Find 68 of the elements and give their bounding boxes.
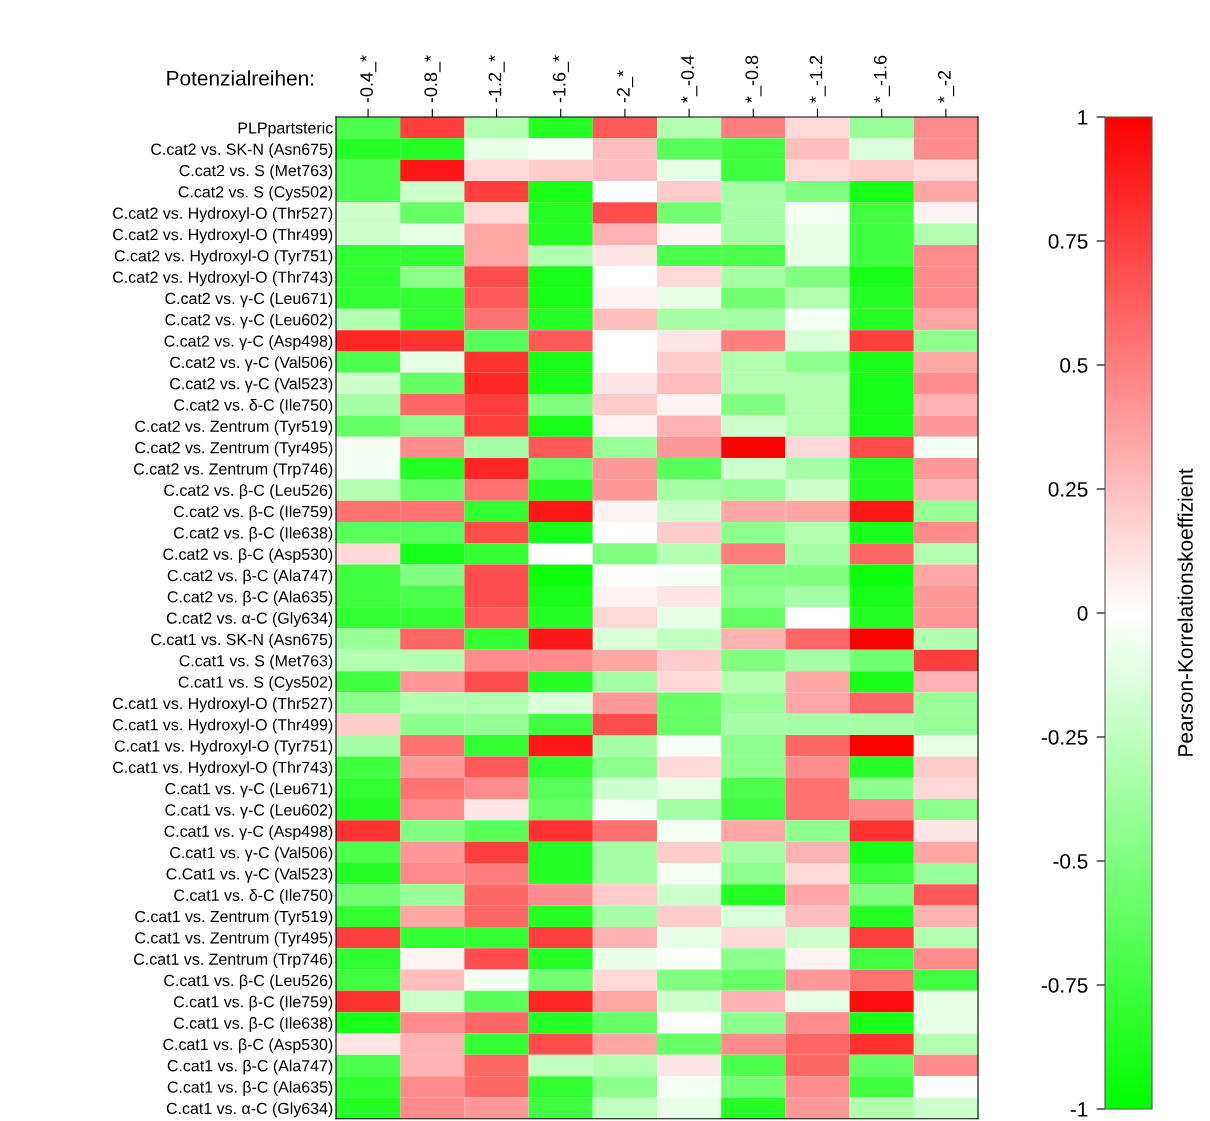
y-tick-label: C.cat2 vs. γ-C (Asp498) <box>164 335 333 350</box>
y-tick-label: C.cat2 vs. Hydroxyl-O (Thr499) <box>113 228 333 244</box>
y-tick-label: C.cat1 vs. δ-C (Ile750) <box>174 889 333 905</box>
y-tick-label: C.cat2 vs. γ-C (Leu671) <box>165 292 333 308</box>
y-tick-label: C.cat2 vs. Zentrum (Tyr495) <box>135 441 333 457</box>
color-bar-label: -0.25 <box>1041 730 1088 745</box>
color-bar-label: 0.25 <box>1048 482 1088 497</box>
x-tick-label: -0.4_* <box>360 55 377 103</box>
y-tick-label: C.cat1 vs. γ-C (Leu602) <box>165 803 333 819</box>
y-tick-label: C.cat2 vs. β-C (Ala747) <box>167 569 333 585</box>
y-tick-label: C.cat1 vs. β-C (Ala635) <box>167 1081 333 1096</box>
y-tick-label: C.cat2 vs. S (Met763) <box>179 164 333 180</box>
color-bar-label: 0.5 <box>1060 358 1088 373</box>
y-tick-label: PLPpartsteric <box>238 121 333 137</box>
y-tick-label: C.cat2 vs. β-C (Ile638) <box>173 526 333 542</box>
y-tick-label: C.cat1 vs. β-C (Ile759) <box>173 995 333 1011</box>
y-tick-label: C.cat1 vs. Zentrum (Trp746) <box>134 953 333 968</box>
y-tick-label: C.cat2 vs. γ-C (Val506) <box>170 356 333 372</box>
y-tick-label: C.cat2 vs. γ-C (Leu602) <box>165 313 333 329</box>
x-tick-label: *_-2 <box>937 70 955 103</box>
y-tick-label: C.cat1 vs. γ-C (Leu671) <box>165 782 333 798</box>
y-tick-label: C.cat2 vs. S (Cys502) <box>178 185 333 201</box>
y-tick-label: C.cat2 vs. β-C (Asp530) <box>163 548 333 564</box>
x-tick-label: *_-1.2 <box>809 55 826 103</box>
y-tick-label: C.cat2 vs. Zentrum (Trp746) <box>134 462 333 478</box>
y-tick-label: C.cat2 vs. γ-C (Val523) <box>170 377 333 393</box>
y-tick-label: C.cat2 vs. SK-N (Asn675) <box>151 143 333 159</box>
y-tick-label: C.cat1 vs. β-C (Ile638) <box>173 1017 333 1032</box>
x-tick-label: -2_* <box>616 70 634 103</box>
y-tick-label: C.cat2 vs. δ-C (Ile750) <box>174 398 333 414</box>
color-bar-label: 1 <box>1078 110 1088 125</box>
y-tick-label: C.Cat1 vs. γ-C (Val523) <box>166 867 333 883</box>
y-tick-label: C.cat1 vs. β-C (Leu526) <box>164 974 333 990</box>
color-bar-label: -0.75 <box>1041 978 1088 993</box>
y-tick-label: C.cat1 vs. β-C (Asp530) <box>163 1038 333 1054</box>
color-bar-label: -1 <box>1070 1102 1088 1117</box>
x-tick-label: -1.6_* <box>552 55 569 103</box>
color-bar-label: -0.5 <box>1053 854 1088 869</box>
y-tick-label: C.cat1 vs. Hydroxyl-O (Thr499) <box>113 718 333 734</box>
x-tick-label: *_-1.6 <box>873 55 890 103</box>
y-tick-label: C.cat2 vs. β-C (Leu526) <box>164 484 333 500</box>
y-tick-label: C.cat2 vs. Hydroxyl-O (Thr527) <box>113 207 333 223</box>
y-tick-label: C.cat1 vs. Hydroxyl-O (Thr743) <box>113 761 333 777</box>
text: Potenzialreihen: <box>167 70 314 86</box>
y-tick-label: C.cat2 vs. α-C (Gly634) <box>166 612 333 627</box>
y-tick-label: C.cat2 vs. Hydroxyl-O (Thr743) <box>113 271 333 286</box>
y-tick-label: C.cat1 vs. Zentrum (Tyr495) <box>135 931 333 947</box>
y-tick-label: C.cat2 vs. Hydroxyl-O (Tyr751) <box>114 249 333 265</box>
y-tick-label: C.cat1 vs. Zentrum (Tyr519) <box>135 910 333 926</box>
x-tick-label: -1.2_* <box>488 55 505 103</box>
y-tick-label: C.cat1 vs. SK-N (Asn675) <box>151 633 333 649</box>
y-tick-label: C.cat1 vs. S (Met763) <box>179 654 333 670</box>
y-tick-label: C.cat1 vs. Hydroxyl-O (Tyr751) <box>114 739 333 755</box>
y-tick-label: C.cat1 vs. α-C (Gly634) <box>166 1102 333 1118</box>
y-tick-label: C.cat2 vs. β-C (Ile759) <box>173 505 333 521</box>
y-tick-label: C.cat1 vs. β-C (Ala747) <box>167 1059 333 1075</box>
y-tick-label: C.cat2 vs. β-C (Ala635) <box>167 590 333 606</box>
y-tick-label: C.cat1 vs. Hydroxyl-O (Thr527) <box>113 697 333 713</box>
y-tick-label: C.cat1 vs. S (Cys502) <box>178 676 333 691</box>
y-tick-label: C.cat1 vs. γ-C (Val506) <box>170 846 333 862</box>
y-tick-label: C.cat1 vs. γ-C (Asp498) <box>164 825 333 841</box>
color-bar-title: Pearson-Korrelationskoeffizient <box>1177 468 1193 756</box>
x-tick-label: *_-0.4 <box>681 55 698 103</box>
color-bar-label: 0 <box>1077 606 1088 621</box>
y-tick-label: C.cat2 vs. Zentrum (Tyr519) <box>135 420 333 436</box>
x-tick-label: -0.8_* <box>424 55 441 103</box>
x-tick-label: *_-0.8 <box>745 55 762 103</box>
color-bar-label: 0.75 <box>1048 234 1088 249</box>
